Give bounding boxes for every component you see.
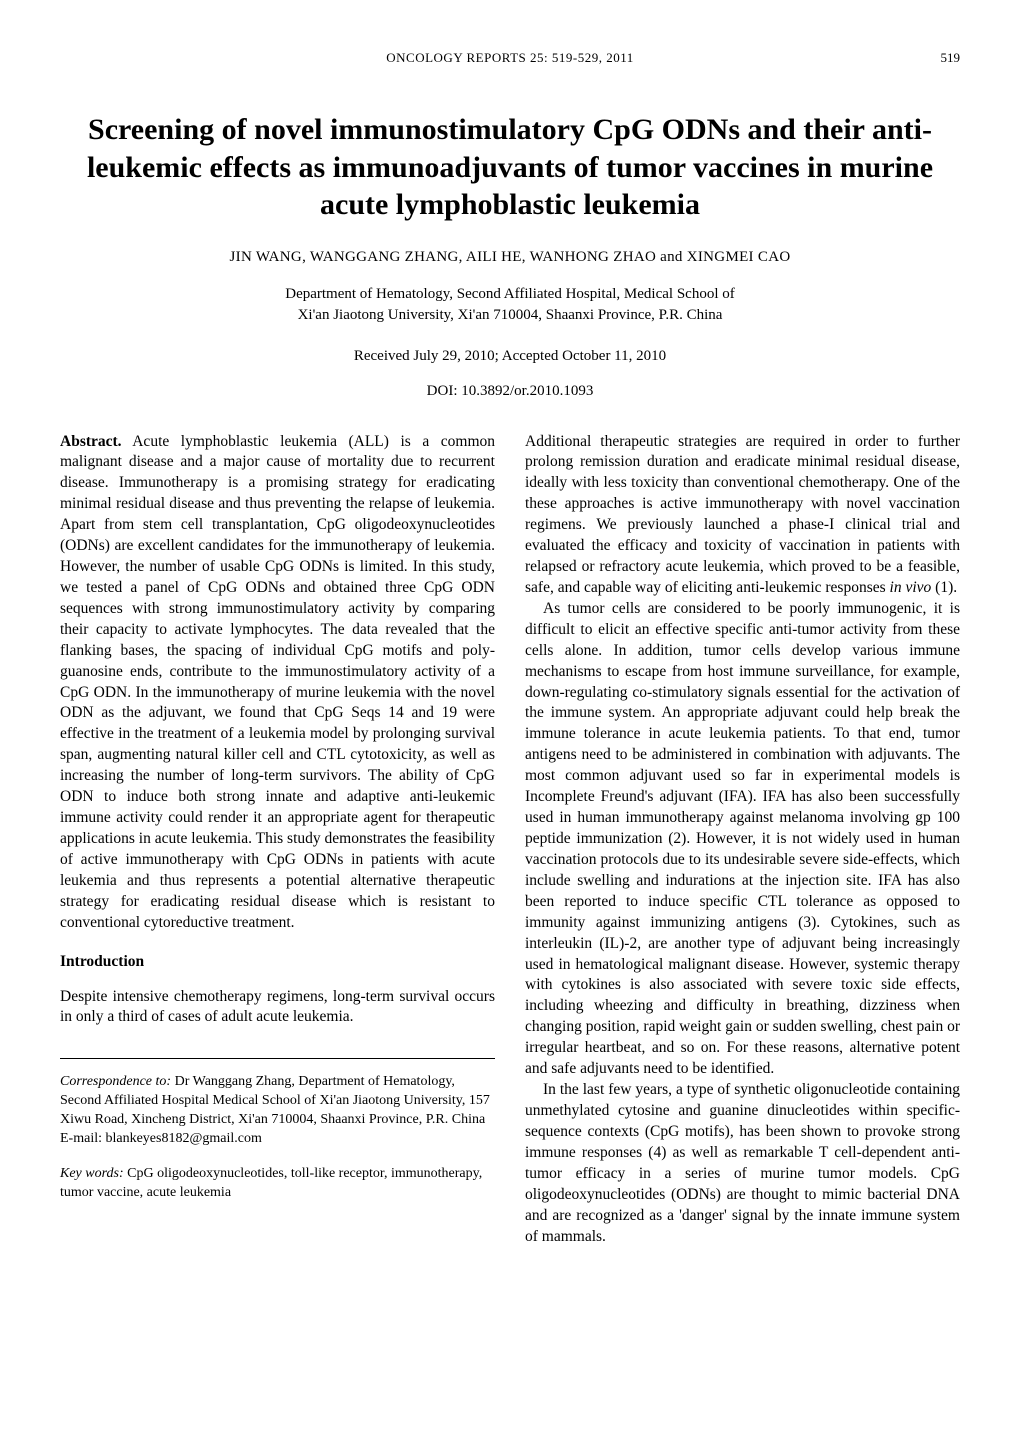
affiliation-line-1: Department of Hematology, Second Affilia… <box>285 286 734 302</box>
keywords-label: Key words: <box>60 1166 124 1181</box>
correspondence-label: Correspondence to: <box>60 1074 171 1089</box>
abstract-paragraph: Abstract. Acute lymphoblastic leukemia (… <box>60 432 495 934</box>
article-title: Screening of novel immunostimulatory CpG… <box>60 111 960 224</box>
right-paragraph-1: Additional therapeutic strategies are re… <box>525 432 960 599</box>
keywords-block: Key words: CpG oligodeoxynucleotides, to… <box>60 1165 495 1203</box>
affiliation: Department of Hematology, Second Affilia… <box>60 284 960 326</box>
in-vivo-italic: in vivo <box>890 579 932 596</box>
correspondence-email: E-mail: blankeyes8182@gmail.com <box>60 1131 262 1146</box>
right-column: Additional therapeutic strategies are re… <box>525 432 960 1248</box>
right-paragraph-3: In the last few years, a type of synthet… <box>525 1080 960 1247</box>
left-column: Abstract. Acute lymphoblastic leukemia (… <box>60 432 495 1248</box>
introduction-heading: Introduction <box>60 952 495 973</box>
right-p1-part2: (1). <box>931 579 957 596</box>
abstract-label: Abstract. <box>60 433 122 450</box>
abstract-text: Acute lymphoblastic leukemia (ALL) is a … <box>60 433 495 931</box>
page-number: 519 <box>941 50 961 66</box>
introduction-paragraph-1: Despite intensive chemotherapy regimens,… <box>60 987 495 1029</box>
correspondence-divider <box>60 1058 495 1059</box>
right-p1-part1: Additional therapeutic strategies are re… <box>525 433 960 596</box>
authors-list: JIN WANG, WANGGANG ZHANG, AILI HE, WANHO… <box>60 249 960 266</box>
correspondence-block: Correspondence to: Dr Wanggang Zhang, De… <box>60 1073 495 1149</box>
keywords-text: CpG oligodeoxynucleotides, toll-like rec… <box>60 1166 482 1200</box>
journal-header-row: ONCOLOGY REPORTS 25: 519-529, 2011 519 <box>60 50 960 66</box>
affiliation-line-2: Xi'an Jiaotong University, Xi'an 710004,… <box>298 307 723 323</box>
right-paragraph-2: As tumor cells are considered to be poor… <box>525 599 960 1080</box>
two-column-layout: Abstract. Acute lymphoblastic leukemia (… <box>60 432 960 1248</box>
journal-citation: ONCOLOGY REPORTS 25: 519-529, 2011 <box>60 50 960 66</box>
received-accepted-dates: Received July 29, 2010; Accepted October… <box>60 348 960 365</box>
doi: DOI: 10.3892/or.2010.1093 <box>60 383 960 400</box>
